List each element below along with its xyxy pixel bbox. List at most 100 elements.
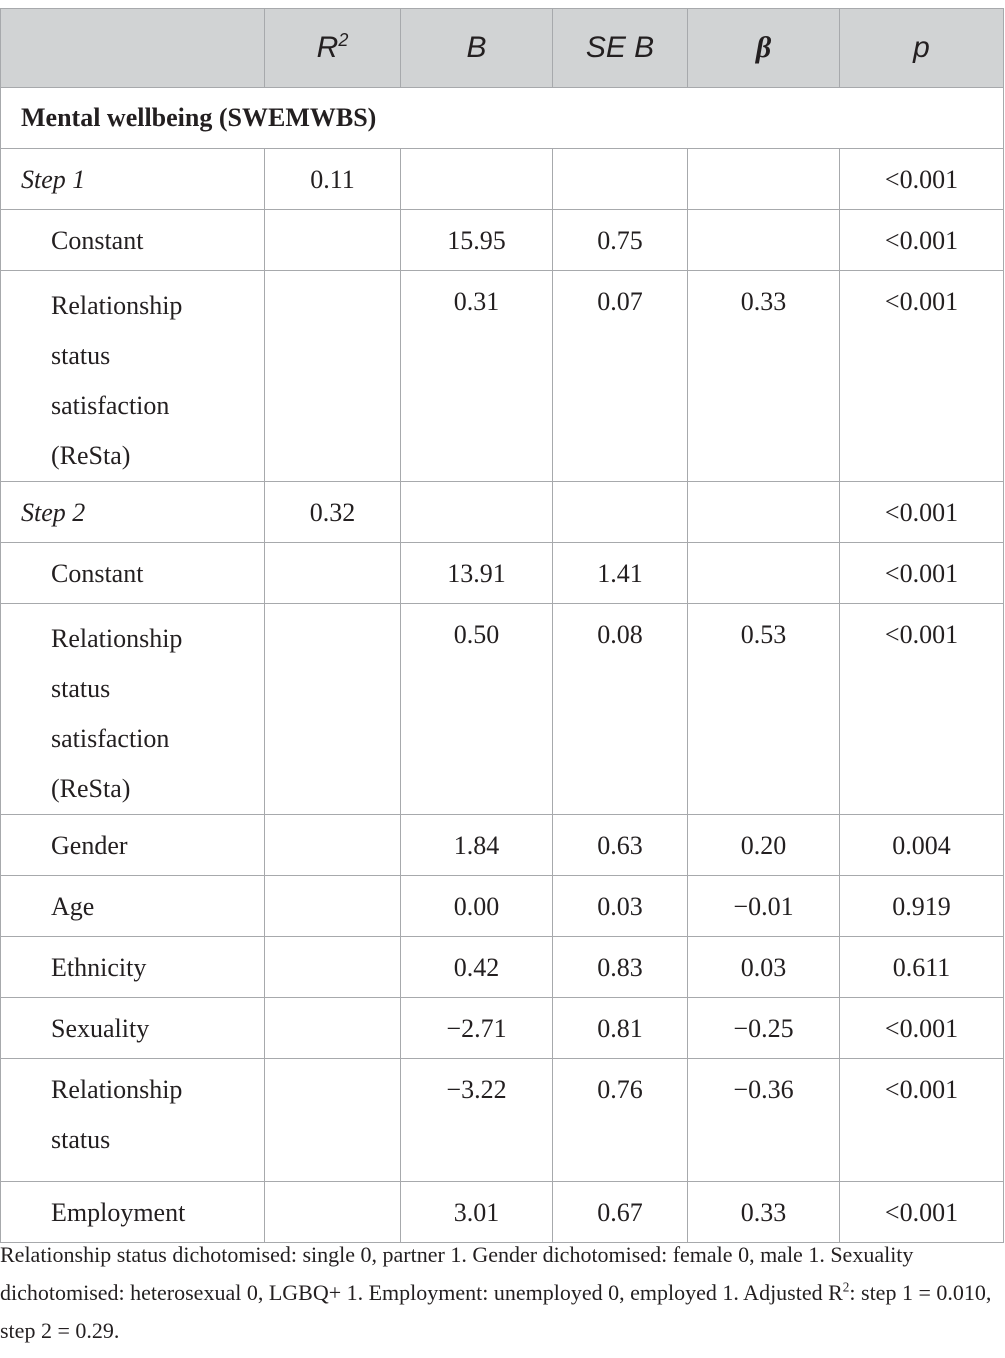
table-row: Step 1 0.11 <0.001 xyxy=(0,148,1004,210)
table-header: R2 B SE B β p xyxy=(0,8,1004,88)
cell-beta: 0.20 xyxy=(687,814,840,876)
row-label: Ethnicity xyxy=(0,936,265,998)
cell-se: 0.08 xyxy=(552,603,688,815)
cell-p: <0.001 xyxy=(839,997,1004,1059)
table-row: Age 0.00 0.03 −0.01 0.919 xyxy=(0,875,1004,937)
header-variable xyxy=(0,8,265,88)
cell-beta: 0.33 xyxy=(687,270,840,482)
row-label: Relationship status satisfaction (ReSta) xyxy=(0,603,265,815)
cell-b: 1.84 xyxy=(400,814,553,876)
cell-se: 0.83 xyxy=(552,936,688,998)
cell-p: <0.001 xyxy=(839,542,1004,604)
cell-r2 xyxy=(264,1058,401,1182)
cell-p: 0.611 xyxy=(839,936,1004,998)
table-row: Relationship status −3.22 0.76 −0.36 <0.… xyxy=(0,1058,1004,1182)
cell-beta xyxy=(687,542,840,604)
header-r2-superscript: 2 xyxy=(338,30,349,50)
header-se-b: SE B xyxy=(552,8,688,88)
cell-b: 3.01 xyxy=(400,1181,553,1243)
header-beta: β xyxy=(687,8,840,88)
cell-b xyxy=(400,148,553,210)
cell-b: 15.95 xyxy=(400,209,553,271)
cell-se: 0.63 xyxy=(552,814,688,876)
cell-beta xyxy=(687,148,840,210)
table-row: Relationship status satisfaction (ReSta)… xyxy=(0,270,1004,482)
cell-p: <0.001 xyxy=(839,1181,1004,1243)
table-row: Constant 13.91 1.41 <0.001 xyxy=(0,542,1004,604)
cell-r2 xyxy=(264,997,401,1059)
cell-beta: −0.01 xyxy=(687,875,840,937)
header-r2-letter: R xyxy=(316,31,339,64)
cell-b: −3.22 xyxy=(400,1058,553,1182)
row-label: Age xyxy=(0,875,265,937)
row-label: Sexuality xyxy=(0,997,265,1059)
cell-r2: 0.32 xyxy=(264,481,401,543)
step-label: Step 1 xyxy=(0,148,265,210)
cell-b: 0.00 xyxy=(400,875,553,937)
step-label: Step 2 xyxy=(0,481,265,543)
header-r2: R2 xyxy=(264,8,401,88)
table-row: Step 2 0.32 <0.001 xyxy=(0,481,1004,543)
cell-r2: 0.11 xyxy=(264,148,401,210)
cell-p: <0.001 xyxy=(839,270,1004,482)
cell-se: 0.07 xyxy=(552,270,688,482)
regression-table-container: R2 B SE B β p Mental wellbeing (SWEMWBS)… xyxy=(0,8,1004,1243)
table-row: Sexuality −2.71 0.81 −0.25 <0.001 xyxy=(0,997,1004,1059)
row-label: Constant xyxy=(0,209,265,271)
footnote-tail: : step 1 = 0.010, step 2 = 0.29. xyxy=(0,1280,992,1343)
cell-r2 xyxy=(264,542,401,604)
cell-r2 xyxy=(264,1181,401,1243)
cell-se: 0.75 xyxy=(552,209,688,271)
row-label: Relationship status satisfaction (ReSta) xyxy=(0,270,265,482)
footnote-superscript: 2 xyxy=(842,1279,850,1295)
table-row: Ethnicity 0.42 0.83 0.03 0.611 xyxy=(0,936,1004,998)
cell-se xyxy=(552,148,688,210)
table-body: Mental wellbeing (SWEMWBS) Step 1 0.11 <… xyxy=(0,87,1004,1243)
cell-r2 xyxy=(264,209,401,271)
cell-se: 0.81 xyxy=(552,997,688,1059)
table-row: Employment 3.01 0.67 0.33 <0.001 xyxy=(0,1181,1004,1243)
cell-beta: 0.33 xyxy=(687,1181,840,1243)
cell-p: <0.001 xyxy=(839,209,1004,271)
cell-p: <0.001 xyxy=(839,1058,1004,1182)
cell-p: <0.001 xyxy=(839,148,1004,210)
row-label: Employment xyxy=(0,1181,265,1243)
header-p: p xyxy=(839,8,1004,88)
cell-b: 0.31 xyxy=(400,270,553,482)
footnote-text: Relationship status dichotomised: single… xyxy=(0,1242,914,1305)
section-title: Mental wellbeing (SWEMWBS) xyxy=(0,87,1004,149)
header-b: B xyxy=(400,8,553,88)
cell-beta: 0.53 xyxy=(687,603,840,815)
cell-se xyxy=(552,481,688,543)
cell-se: 0.67 xyxy=(552,1181,688,1243)
row-label: Constant xyxy=(0,542,265,604)
row-label: Relationship status xyxy=(0,1058,265,1182)
cell-beta: 0.03 xyxy=(687,936,840,998)
regression-table: R2 B SE B β p Mental wellbeing (SWEMWBS)… xyxy=(0,8,1004,1243)
cell-r2 xyxy=(264,936,401,998)
cell-r2 xyxy=(264,603,401,815)
table-row: Gender 1.84 0.63 0.20 0.004 xyxy=(0,814,1004,876)
cell-se: 0.03 xyxy=(552,875,688,937)
cell-beta: −0.36 xyxy=(687,1058,840,1182)
cell-b: 0.42 xyxy=(400,936,553,998)
row-label: Gender xyxy=(0,814,265,876)
cell-r2 xyxy=(264,875,401,937)
cell-b: −2.71 xyxy=(400,997,553,1059)
cell-beta xyxy=(687,481,840,543)
cell-beta: −0.25 xyxy=(687,997,840,1059)
cell-p: 0.919 xyxy=(839,875,1004,937)
cell-b: 0.50 xyxy=(400,603,553,815)
cell-beta xyxy=(687,209,840,271)
cell-b: 13.91 xyxy=(400,542,553,604)
cell-r2 xyxy=(264,814,401,876)
cell-r2 xyxy=(264,270,401,482)
cell-se: 1.41 xyxy=(552,542,688,604)
cell-p: <0.001 xyxy=(839,603,1004,815)
cell-b xyxy=(400,481,553,543)
cell-p: <0.001 xyxy=(839,481,1004,543)
table-row: Constant 15.95 0.75 <0.001 xyxy=(0,209,1004,271)
cell-se: 0.76 xyxy=(552,1058,688,1182)
section-row: Mental wellbeing (SWEMWBS) xyxy=(0,87,1004,149)
table-row: Relationship status satisfaction (ReSta)… xyxy=(0,603,1004,815)
